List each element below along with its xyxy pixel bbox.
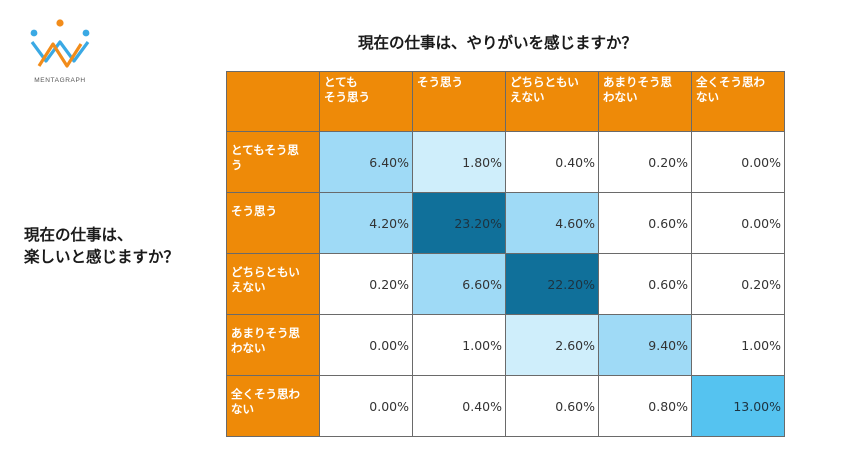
column-header-3-line-1: どちらともい (510, 75, 579, 89)
heat-cell-r1-c2: 1.80% (412, 131, 506, 193)
heat-cell-r3-c3: 22.20% (505, 253, 599, 315)
heat-cell-r3-c2: 6.60% (412, 253, 506, 315)
column-header-3: どちらともい えない (505, 71, 599, 132)
column-header-4-line-2: わない (603, 90, 638, 104)
heat-cell-r1-c1: 6.40% (319, 131, 413, 193)
column-header-3-line-2: えない (510, 90, 545, 104)
heat-cell-r3-c4: 0.60% (598, 253, 692, 315)
corner-cell (226, 71, 320, 132)
data-label: 0.60% (648, 215, 688, 231)
data-label: 4.60% (555, 215, 595, 231)
data-label: 13.00% (733, 398, 781, 414)
row-header-3-line-1: どちらともい (231, 265, 300, 279)
data-label: 0.80% (648, 398, 688, 414)
row-header-1-line-1: とてもそう思 (231, 143, 299, 157)
row-header-3-line-2: えない (231, 280, 266, 294)
row-header-4-line-2: わない (231, 341, 266, 355)
data-label: 4.20% (369, 215, 409, 231)
row-header-4: あまりそう思 わない (226, 314, 320, 376)
heat-cell-r4-c1: 0.00% (319, 314, 413, 376)
heat-cell-r4-c4: 9.40% (598, 314, 692, 376)
table-row: どちらともい えない 0.20% 6.60% 22.20% 0.60% 0.20% (226, 253, 785, 315)
heat-cell-r5-c2: 0.40% (412, 375, 506, 437)
data-label: 9.40% (648, 337, 688, 353)
column-question-title: 現在の仕事は、やりがいを感じますか？ (358, 34, 638, 52)
heat-cell-r5-c4: 0.80% (598, 375, 692, 437)
column-header-4: あまりそう思 わない (598, 71, 692, 132)
heat-cell-r2-c2: 23.20% (412, 192, 506, 254)
row-header-3: どちらともい えない (226, 253, 320, 315)
column-header-5: 全くそう思わ ない (691, 71, 785, 132)
heat-cell-r4-c3: 2.60% (505, 314, 599, 376)
data-label: 2.60% (555, 337, 595, 353)
data-label: 1.80% (462, 154, 502, 170)
row-header-1-line-2: う (231, 158, 243, 172)
heat-cell-r1-c4: 0.20% (598, 131, 692, 193)
mentagraph-logo: MENTAGRAPH (20, 16, 100, 90)
row-header-4-line-1: あまりそう思 (231, 326, 300, 340)
mentagraph-logo-mark-icon (30, 19, 90, 68)
heat-cell-r3-c1: 0.20% (319, 253, 413, 315)
row-question-line-2: 楽しいと感じますか？ (24, 248, 180, 266)
heat-cell-r3-c5: 0.20% (691, 253, 785, 315)
data-label: 0.20% (369, 276, 409, 292)
column-header-1-line-1: とても (324, 75, 358, 89)
column-header-5-line-1: 全くそう思わ (696, 75, 765, 89)
row-header-2-line-1: そう思う (231, 204, 277, 218)
heat-cell-r2-c3: 4.60% (505, 192, 599, 254)
data-label: 0.60% (648, 276, 688, 292)
row-question-line-1: 現在の仕事は、 (24, 226, 133, 244)
data-label: 0.20% (648, 154, 688, 170)
data-label: 0.60% (555, 398, 595, 414)
data-label: 0.00% (369, 337, 409, 353)
column-header-4-line-1: あまりそう思 (603, 75, 672, 89)
column-header-5-line-2: ない (696, 90, 719, 104)
heat-cell-r2-c4: 0.60% (598, 192, 692, 254)
table-row: そう思う 4.20% 23.20% 4.60% 0.60% 0.00% (226, 192, 785, 254)
data-label: 0.40% (555, 154, 595, 170)
data-label: 1.00% (741, 337, 781, 353)
data-label: 6.60% (462, 276, 502, 292)
table-row: 全くそう思わ ない 0.00% 0.40% 0.60% 0.80% 13.00% (226, 375, 785, 437)
column-header-row: とても そう思う そう思う どちらともい えない あまりそう思 わない 全くそう思わ ない (226, 71, 785, 132)
heat-cell-r4-c2: 1.00% (412, 314, 506, 376)
data-label: 0.00% (369, 398, 409, 414)
column-header-1-line-2: そう思う (324, 90, 370, 104)
data-label: 0.00% (741, 154, 781, 170)
heat-cell-r4-c5: 1.00% (691, 314, 785, 376)
data-label: 0.40% (462, 398, 502, 414)
row-header-1: とてもそう思う (226, 131, 320, 193)
heat-cell-r1-c5: 0.00% (691, 131, 785, 193)
data-label: 22.20% (547, 276, 595, 292)
row-header-5-line-1: 全くそう思わ (231, 387, 300, 401)
cross-tab-heatmap: とても そう思う そう思う どちらともい えない あまりそう思 わない 全くそう思わ ない とても… (226, 71, 785, 437)
column-header-1: とても そう思う (319, 71, 413, 132)
heat-cell-r2-c1: 4.20% (319, 192, 413, 254)
table-row: あまりそう思 わない 0.00% 1.00% 2.60% 9.40% 1.00% (226, 314, 785, 376)
heat-cell-r5-c3: 0.60% (505, 375, 599, 437)
row-question-title: 現在の仕事は、 楽しいと感じますか？ (24, 224, 224, 268)
data-label: 0.00% (741, 215, 781, 231)
heat-cell-r5-c5: 13.00% (691, 375, 785, 437)
data-label: 23.20% (454, 215, 502, 231)
row-header-5-line-2: ない (231, 402, 254, 416)
heat-cell-r5-c1: 0.00% (319, 375, 413, 437)
data-label: 6.40% (369, 154, 409, 170)
data-label: 1.00% (462, 337, 502, 353)
row-header-5: 全くそう思わ ない (226, 375, 320, 437)
logo-text: MENTAGRAPH (34, 77, 86, 84)
heat-cell-r1-c3: 0.40% (505, 131, 599, 193)
column-header-2: そう思う (412, 71, 506, 132)
column-header-2-line-1: そう思う (417, 75, 463, 89)
data-label: 0.20% (741, 276, 781, 292)
heat-cell-r2-c5: 0.00% (691, 192, 785, 254)
table-row: とてもそう思う 6.40% 1.80% 0.40% 0.20% 0.00% (226, 131, 785, 193)
row-header-2: そう思う (226, 192, 320, 254)
